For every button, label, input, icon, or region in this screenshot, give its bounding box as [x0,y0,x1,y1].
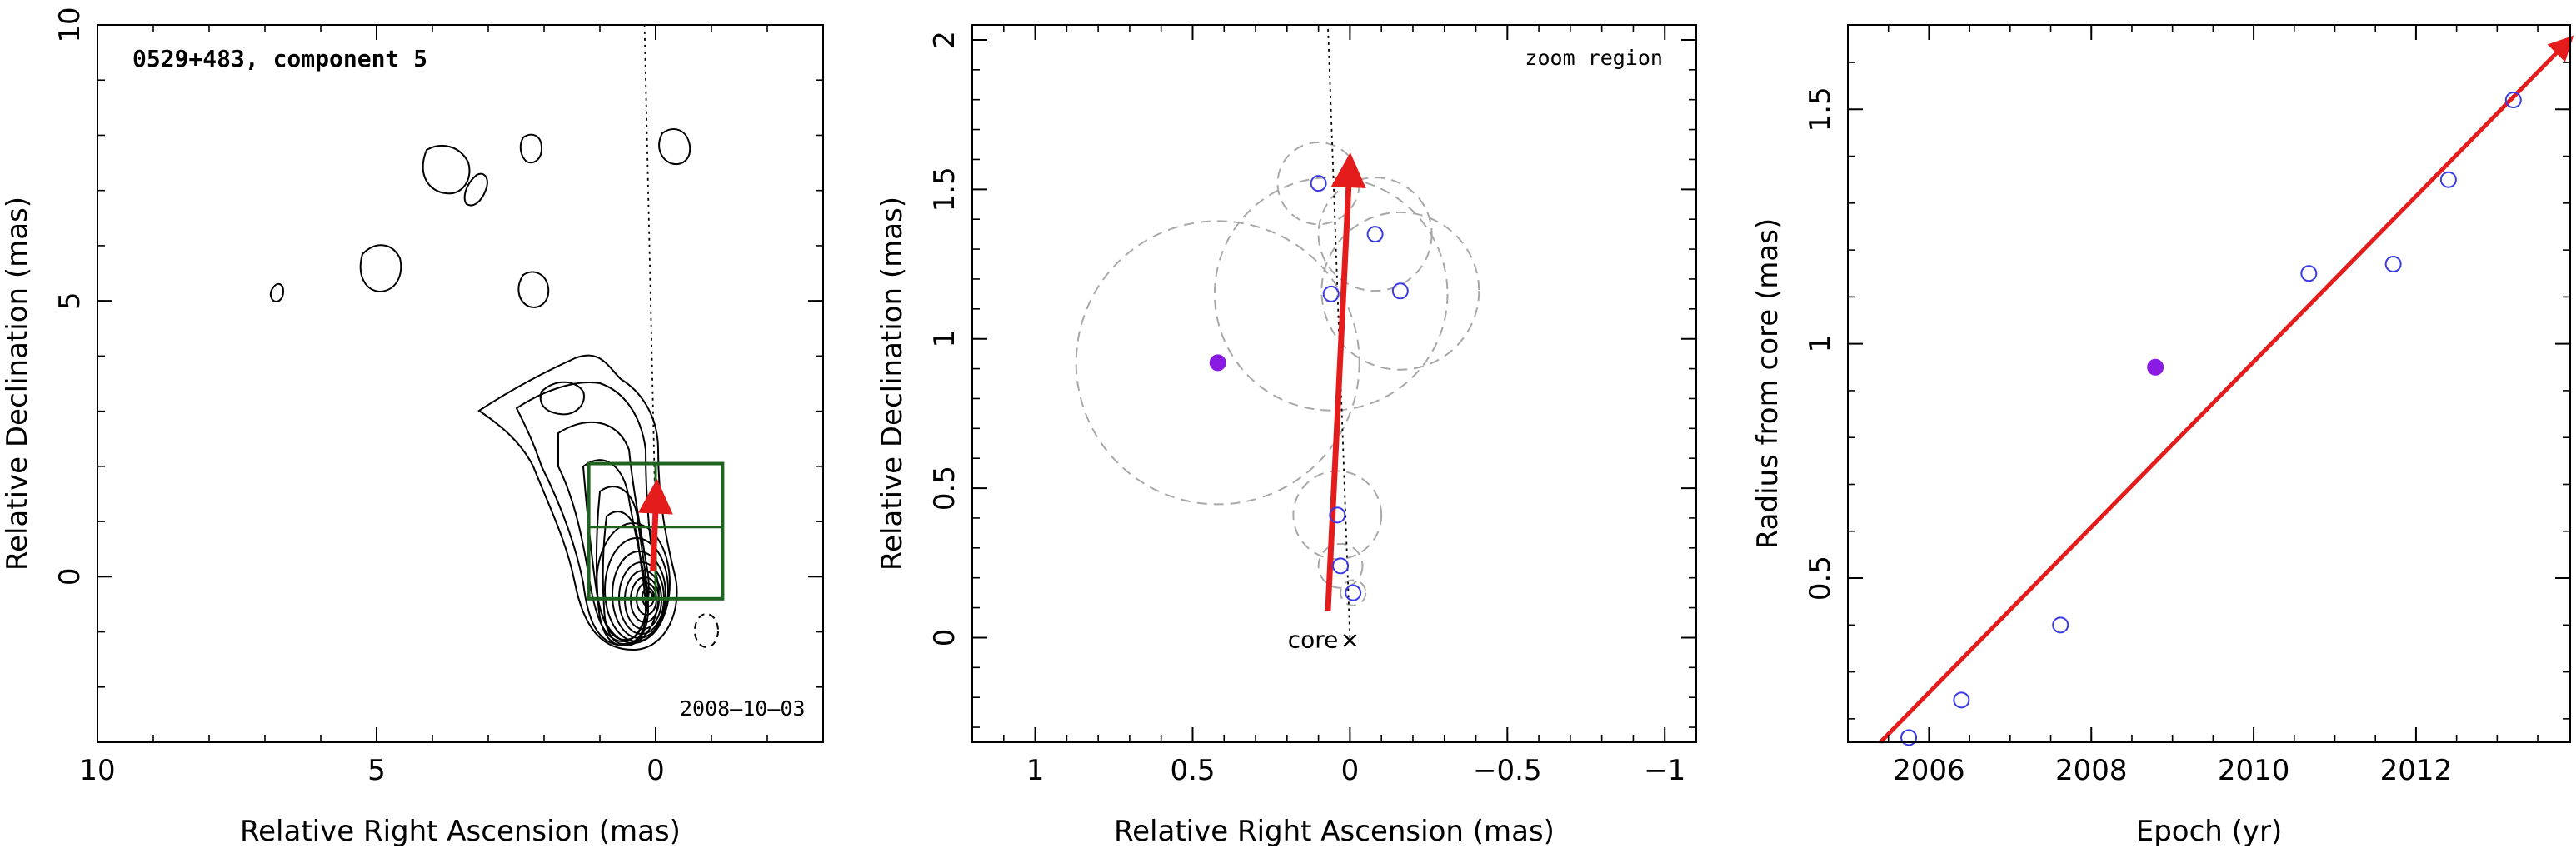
component-point [1310,175,1327,192]
x-tick-label: 2010 [2218,754,2290,787]
contour-jet-4 [582,459,648,641]
zoom-region-label: zoom region [1525,46,1663,70]
error-circle [1075,220,1360,506]
highlighted-radius-point [2147,358,2164,376]
x-tick-label: 2008 [2055,754,2128,787]
plot-frame [971,24,1697,743]
core-label: core [1288,626,1339,653]
error-circle [1320,211,1480,371]
y-tick-label: 1 [1804,335,1837,353]
x-tick-label: 1 [1026,754,1045,787]
x-tick-label: 0.5 [1170,754,1215,787]
y-axis-label: Relative Declination (mas) [1,197,34,571]
x-axis-label: Relative Right Ascension (mas) [240,815,681,848]
x-tick-label: −1 [1644,754,1685,787]
x-tick-label: 5 [367,754,386,787]
x-tick-label: 2012 [2380,754,2453,787]
contour-island-7 [463,172,488,207]
core-marker: × [1340,626,1360,653]
component-point [1366,226,1384,243]
radius-point [1900,729,1918,746]
x-tick-label: 0 [646,754,665,787]
x-tick-label: 2006 [1893,754,1965,787]
radius-points [1900,92,2522,746]
component-point [1332,557,1350,575]
component-point [1322,285,1340,302]
plot-frame [1847,24,2571,743]
error-circle [1292,470,1383,561]
contour-core-5 [612,551,666,639]
error-circle [1213,177,1449,412]
x-tick-label: −0.5 [1473,754,1542,787]
contour-island-4 [519,133,543,164]
contour-island-5 [517,271,550,308]
contour-island-3 [269,282,285,302]
component-point [1345,584,1362,601]
epoch-label: 2008–10–03 [680,696,806,721]
contour-knot [539,381,585,416]
y-tick-label: 1.5 [1804,87,1837,132]
panel-zoom-region: 1 0.5 0 −0.5 −100.511.52 zoom region core × … [876,24,1697,848]
radius-point [2384,256,2402,272]
radius-point [1953,691,1970,709]
contour-negative [694,613,719,648]
plot-frame [97,24,824,743]
ticks: 10 5 0 0 5 10 [53,7,824,787]
contour-island-2 [359,244,402,293]
motion-arrow [1325,152,1366,611]
pa-guide-line [1327,24,1351,638]
fit-line [1879,35,2574,744]
y-tick-label: 1 [928,330,961,348]
radius-point [2052,616,2069,634]
radius-point [2504,92,2522,109]
radius-point [2439,171,2457,188]
y-tick-label: 5 [53,292,87,310]
contour-core-4 [604,537,669,642]
error-circle [1317,542,1364,589]
contour-core-3 [596,522,671,644]
highlighted-component-point [1209,354,1226,372]
y-tick-label: 0 [928,629,961,647]
contour-core-11 [646,591,653,601]
x-tick-label: 10 [79,754,115,787]
ticks: 1 0.5 0 −0.5 −1 0 0.5 1 1.5 2 [928,25,1697,787]
component-point [1329,506,1346,524]
contour-jet-2 [515,382,660,647]
x-tick-label: 0 [1341,754,1360,787]
y-tick-label: 0 [53,567,87,586]
y-tick-label: 0.5 [1804,556,1837,601]
contour-jet-outer [477,354,678,651]
motion-arrow [637,478,673,571]
y-tick-label: 2 [928,31,961,49]
component-positions [1209,175,1409,601]
error-circles [1075,142,1480,606]
y-tick-label: 10 [53,7,87,42]
contour-island-6 [658,128,691,165]
contour-lines [269,128,719,651]
panel-contour-map: 10 5 0 0 5 10 0529+483, component 5 2008–10–0… [1,7,824,848]
y-axis-label: Radius from core (mas) [1751,218,1785,549]
y-axis-label: Relative Declination (mas) [876,197,909,571]
error-circle [1340,579,1367,606]
panel-radius-vs-epoch: 2006 2008 2010 2012 0.5 1 1.5 Epoch (yr) Radiu… [1751,24,2574,848]
radius-point [2300,265,2318,282]
x-axis-label: Epoch (yr) [2136,815,2283,848]
ticks: 2006 2008 2010 2012 0.5 1 1.5 [1804,25,2570,787]
x-axis-label: Relative Right Ascension (mas) [1114,815,1555,848]
component-point [1391,282,1409,300]
error-circle [1317,177,1433,292]
contour-island-1 [422,145,471,195]
y-tick-label: 0.5 [928,466,961,511]
y-tick-label: 1.5 [928,167,961,212]
plot-title: 0529+483, component 5 [132,45,427,72]
